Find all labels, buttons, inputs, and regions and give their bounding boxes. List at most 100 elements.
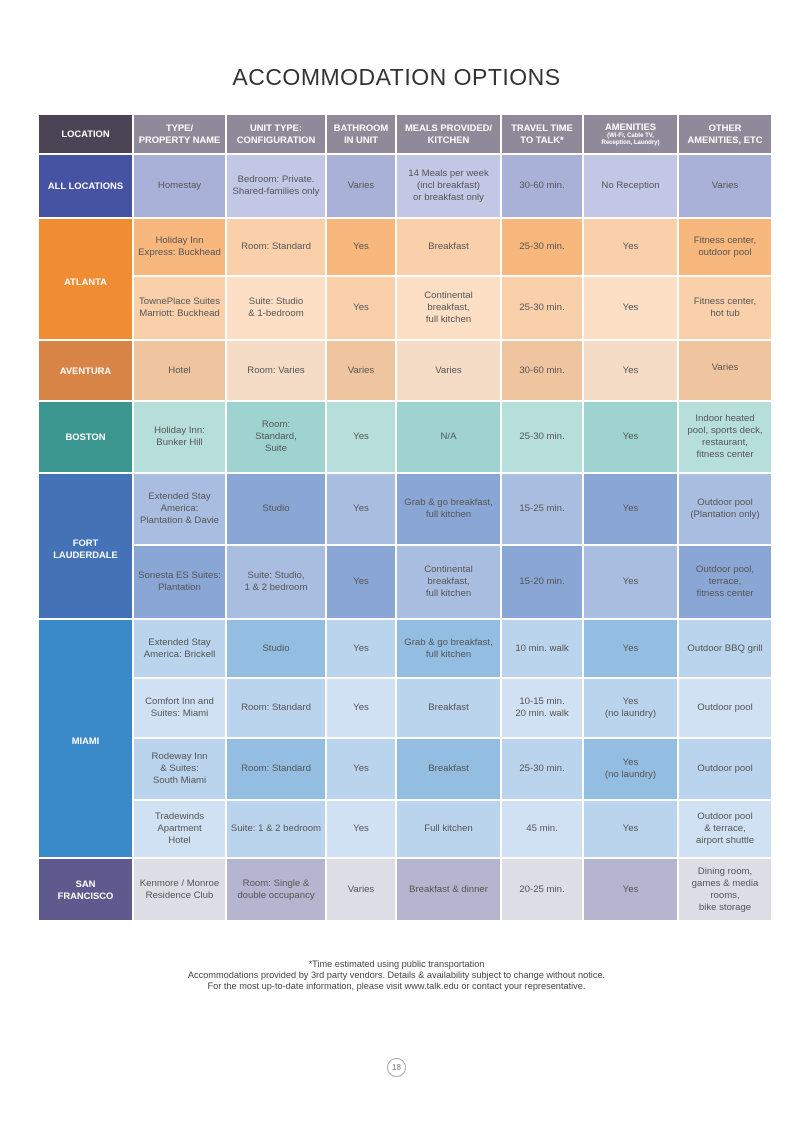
table-cell: Tradewinds Apartment Hotel: [134, 801, 225, 857]
table-cell: Outdoor pool: [679, 739, 771, 799]
table-cell: TownePlace Suites Marriott: Buckhead: [134, 277, 225, 339]
table-cell: Dining room, games & media rooms, bike s…: [679, 859, 771, 920]
table-cell: N/A: [397, 402, 500, 472]
header-unit: UNIT TYPE: CONFIGURATION: [227, 115, 325, 153]
location-aventura: AVENTURA: [39, 341, 132, 400]
table-cell: Breakfast: [397, 679, 500, 737]
table-cell: Breakfast & dinner: [397, 859, 500, 920]
header-other: OTHER AMENITIES, ETC: [679, 115, 771, 153]
table-cell: 25-30 min.: [502, 739, 582, 799]
location-atlanta: ATLANTA: [39, 219, 132, 339]
location-boston: BOSTON: [39, 402, 132, 472]
location-label: FORT LAUDERDALE: [53, 536, 118, 560]
table-cell: Continental breakfast, full kitchen: [397, 277, 500, 339]
table-cell: Hotel: [134, 341, 225, 400]
table-cell: Yes: [327, 402, 395, 472]
table-cell: Room: Standard, Suite: [227, 402, 325, 472]
table-cell: Fitness center, hot tub: [679, 277, 771, 339]
table-cell: Studio: [227, 620, 325, 677]
location-label: ATLANTA: [64, 275, 107, 287]
location-fort-lauderdale: FORT LAUDERDALE: [39, 474, 132, 618]
table-cell: Yes: [327, 277, 395, 339]
table-cell: Holiday Inn Express: Buckhead: [134, 219, 225, 275]
table-cell: Outdoor pool: [679, 679, 771, 737]
table-cell: Yes: [327, 474, 395, 544]
table-cell: Yes: [327, 546, 395, 618]
table-cell: Varies: [397, 341, 500, 400]
table-cell: Yes: [327, 219, 395, 275]
table-cell: Yes: [584, 402, 677, 472]
table-cell: 20-25 min.: [502, 859, 582, 920]
table-cell: 15-25 min.: [502, 474, 582, 544]
header-type: TYPE/ PROPERTY NAME: [134, 115, 225, 153]
table-cell: Yes (no laundry): [584, 679, 677, 737]
header-travel: TRAVEL TIME TO TALK*: [502, 115, 582, 153]
header-amenities-label: AMENITIES: [604, 121, 657, 132]
table-cell: Breakfast: [397, 739, 500, 799]
table-cell: Comfort Inn and Suites: Miami: [134, 679, 225, 737]
page-title: ACCOMMODATION OPTIONS: [232, 64, 561, 90]
table-cell: Breakfast: [397, 219, 500, 275]
table-cell: Suite: 1 & 2 bedroom: [227, 801, 325, 857]
footnote: *Time estimated using public transportat…: [187, 959, 606, 991]
table-cell: Room: Standard: [227, 679, 325, 737]
table-cell: Suite: Studio & 1-bedroom: [227, 277, 325, 339]
table-cell: Continental breakfast, full kitchen: [397, 546, 500, 618]
table-cell: Yes: [584, 620, 677, 677]
table-cell: Yes: [584, 277, 677, 339]
table-cell: Yes: [327, 739, 395, 799]
table-cell: Varies: [679, 341, 771, 400]
table-cell: Yes: [327, 801, 395, 857]
table-cell: Varies: [327, 341, 395, 400]
table-cell: Varies: [327, 859, 395, 920]
location-san-francisco: SAN FRANCISCO: [39, 859, 132, 920]
table-cell: 25-30 min.: [502, 277, 582, 339]
table-cell: Room: Single & double occupancy: [227, 859, 325, 920]
table-cell: Yes: [327, 620, 395, 677]
table-cell: Sonesta ES Suites: Plantation: [134, 546, 225, 618]
table-cell: Outdoor pool, terrace, fitness center: [679, 546, 771, 618]
table-cell: Rodeway Inn & Suites: South Miami: [134, 739, 225, 799]
table-cell: 25-30 min.: [502, 402, 582, 472]
header-amenities-sub: (Wi-Fi, Cable TV, Reception, Laundry): [601, 133, 660, 146]
table-cell: Grab & go breakfast, full kitchen: [397, 620, 500, 677]
location-label: MIAMI: [71, 735, 100, 746]
table-cell: Homestay: [134, 155, 225, 217]
table-cell: Yes (no laundry): [584, 739, 677, 799]
table-cell: Yes: [584, 219, 677, 275]
table-cell: Bedroom: Private. Shared-families only: [227, 155, 325, 217]
table-cell: Suite: Studio, 1 & 2 bedroom: [227, 546, 325, 618]
table-cell: Room: Varies: [227, 341, 325, 400]
table-cell: Extended Stay America: Brickell: [134, 620, 225, 677]
location-all: ALL LOCATIONS: [39, 155, 132, 217]
table-cell: Full kitchen: [397, 801, 500, 857]
table-cell: Varies: [327, 155, 395, 217]
table-cell: Yes: [584, 546, 677, 618]
table-cell: Outdoor BBQ grill: [679, 620, 771, 677]
table-cell: No Reception: [584, 155, 677, 217]
table-cell: Studio: [227, 474, 325, 544]
page-number: 18: [387, 1058, 406, 1077]
header-meals: MEALS PROVIDED/ KITCHEN: [397, 115, 500, 153]
table-cell: Indoor heated pool, sports deck, restaur…: [679, 402, 771, 472]
table-cell: Outdoor pool & terrace, airport shuttle: [679, 801, 771, 857]
accommodation-table: LOCATION TYPE/ PROPERTY NAME UNIT TYPE: …: [39, 115, 771, 920]
table-cell: Room: Standard: [227, 739, 325, 799]
table-cell: Yes: [584, 859, 677, 920]
table-cell: Grab & go breakfast, full kitchen: [397, 474, 500, 544]
cell-text: Varies: [711, 361, 739, 373]
table-cell: Yes: [584, 341, 677, 400]
table-cell: 45 min.: [502, 801, 582, 857]
table-cell: Kenmore / Monroe Residence Club: [134, 859, 225, 920]
table-cell: Varies: [679, 155, 771, 217]
table-cell: 30-60 min.: [502, 155, 582, 217]
table-cell: Extended Stay America: Plantation & Davi…: [134, 474, 225, 544]
table-cell: Yes: [584, 474, 677, 544]
table-cell: Outdoor pool (Plantation only): [679, 474, 771, 544]
header-amenities: AMENITIES (Wi-Fi, Cable TV, Reception, L…: [584, 115, 677, 153]
table-cell: 10-15 min. 20 min. walk: [502, 679, 582, 737]
header-location: LOCATION: [39, 115, 132, 153]
table-cell: 10 min. walk: [502, 620, 582, 677]
table-cell: Room: Standard: [227, 219, 325, 275]
table-cell: 25-30 min.: [502, 219, 582, 275]
